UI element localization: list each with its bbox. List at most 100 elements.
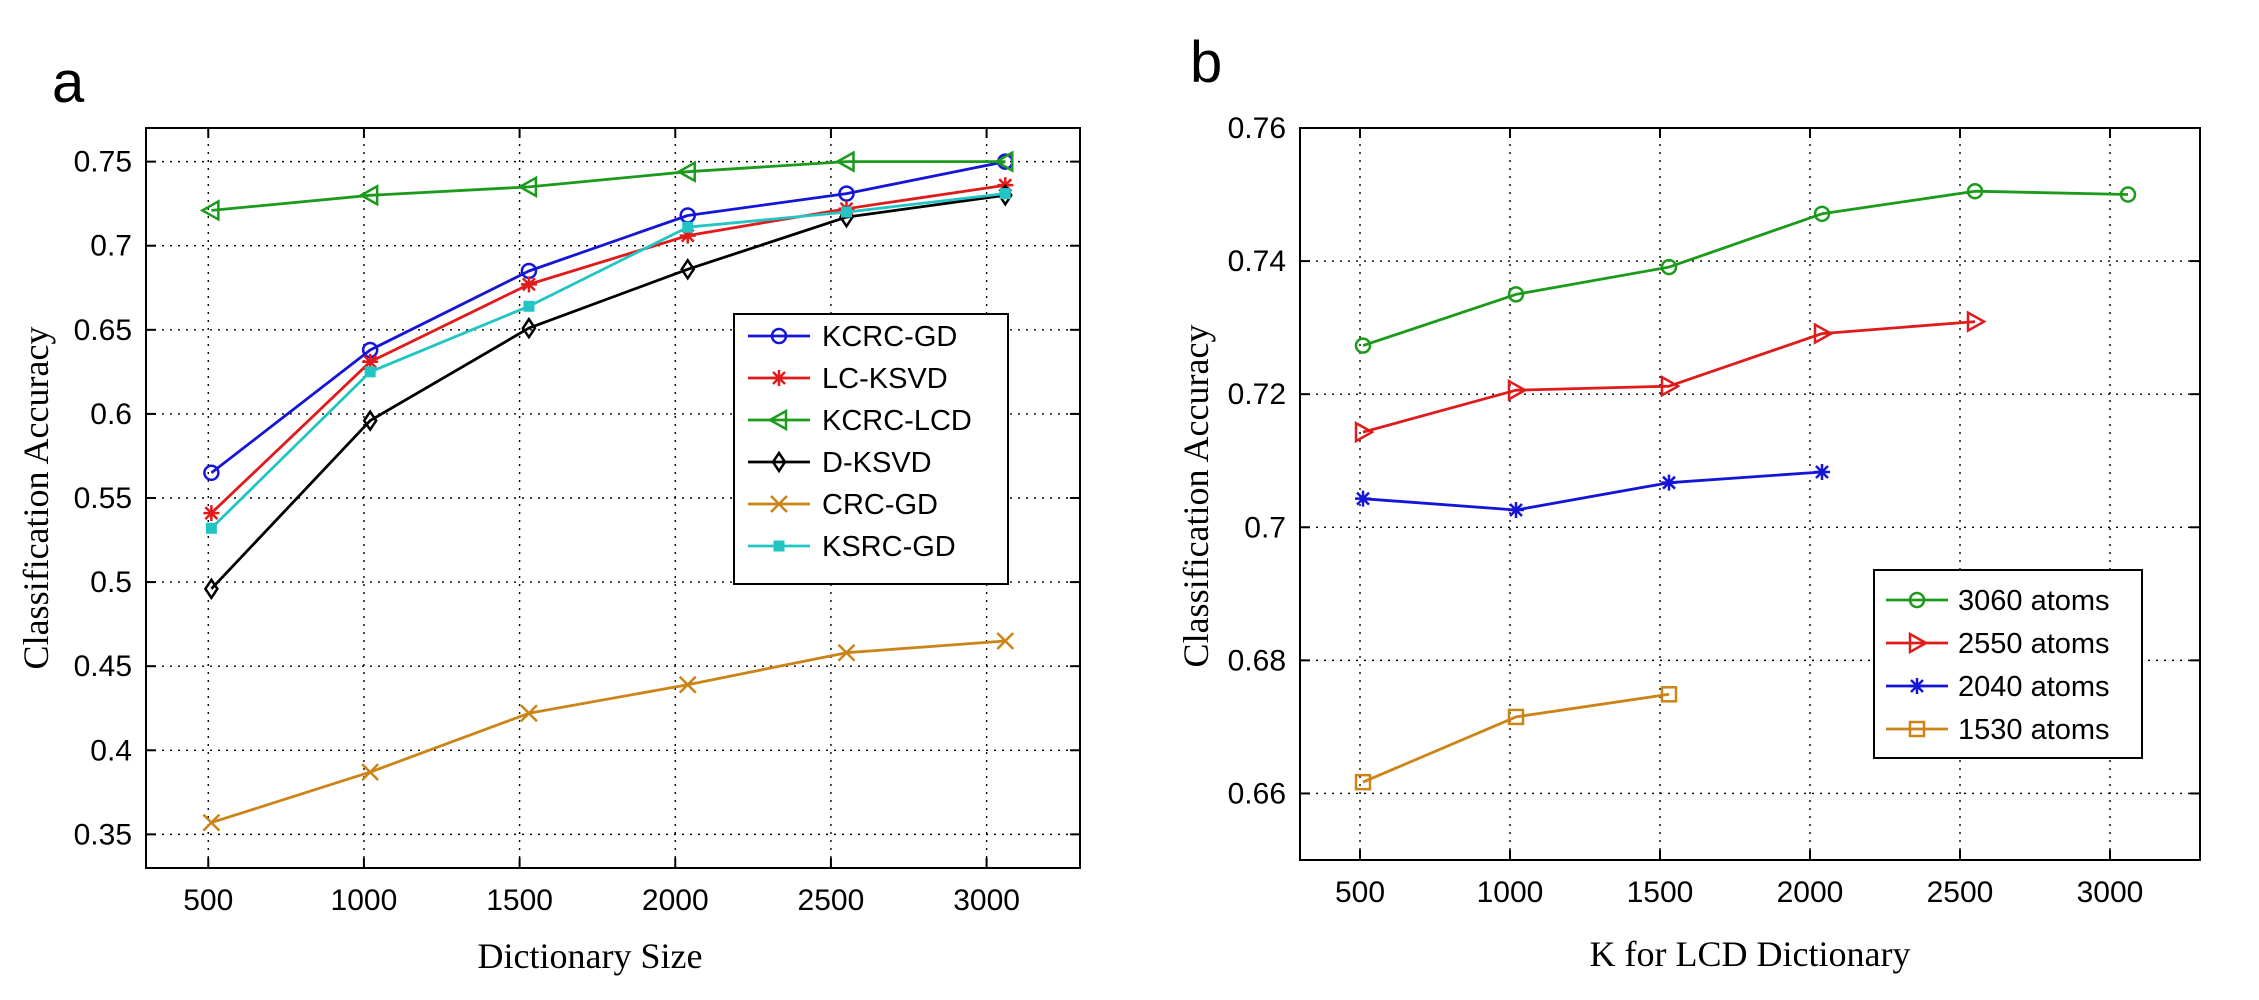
panel-b: b 500 1000 1500 2000 2500 3000 0.66 0.68 0.7 0.72… <box>1176 30 2201 974</box>
panel-b-legend-3060-atoms: 3060 atoms <box>1886 585 2110 617</box>
panel-b-series-3060-atoms-point <box>1813 205 1831 223</box>
panel-a-y-tick-label: 0.5 <box>90 566 132 599</box>
panel-b-legend-1530-atoms-label: 1530 atoms <box>1958 714 2110 746</box>
panel-b-series-1530-atoms-point <box>1660 686 1678 703</box>
panel-b-plot-frame <box>1299 127 2201 861</box>
panel-a-series-kcrc-lcd <box>199 150 1014 222</box>
panel-a-legend-kcrc-lcd-swatch-marker <box>767 408 788 432</box>
panel-a-series <box>199 150 1015 832</box>
panel-b-series-2550-atoms-line <box>1362 320 1976 434</box>
panel-b-legend-2040-atoms-label: 2040 atoms <box>1958 671 2110 703</box>
panel-a-series-d-ksvd-line <box>210 193 1006 590</box>
panel-a-series-kcrc-lcd-point <box>676 160 696 183</box>
panel-b-x-tick-label: 2500 <box>1927 876 1994 909</box>
panel-a-legend-d-ksvd: D-KSVD <box>748 447 932 479</box>
panel-b-series-2040-atoms-line <box>1362 470 1823 512</box>
panel-b-legend-2040-atoms: 2040 atoms <box>1886 671 2110 703</box>
panel-b-y-tick-label: 0.7 <box>1244 511 1286 544</box>
panel-b-label: b <box>1190 30 1222 95</box>
panel-a-x-axis-title: Dictionary Size <box>478 936 703 976</box>
panel-a-series-ksrc-gd-point <box>523 300 535 312</box>
panel-b-series-2550-atoms-point <box>1966 310 1987 333</box>
panel-b-series-2550-atoms-point <box>1507 379 1528 402</box>
panel-a-series-kcrc-lcd-point <box>517 175 538 199</box>
panel-b-x-tick-label: 1000 <box>1477 876 1544 909</box>
panel-b-x-tick-label: 1500 <box>1627 876 1694 909</box>
panel-a-x-tick-label: 1000 <box>331 884 398 917</box>
panel-a-legend-crc-gd-swatch-marker <box>770 495 788 513</box>
panel-b-series-2040-atoms-point <box>1355 490 1371 507</box>
panel-a: a 500 1000 1500 2000 2500 3000 0.35 0.4 0.45 0.5 0… <box>16 50 1081 976</box>
panel-a-series-crc-gd-point <box>202 813 221 832</box>
panel-a-ticks: 500 1000 1500 2000 2500 3000 0.35 0.4 0.45 0.5 0.5… <box>74 128 1080 917</box>
panel-a-series-kcrc-gd-point <box>203 464 220 482</box>
panel-a-series-crc-gd <box>202 632 1015 832</box>
panel-a-y-axis-title: Classification Accuracy <box>16 327 56 670</box>
panel-a-series-kcrc-lcd-point <box>993 150 1014 173</box>
panel-a-y-tick-label: 0.4 <box>90 734 132 767</box>
panel-b-legend-3060-atoms-label: 3060 atoms <box>1958 585 2110 617</box>
panel-b-legend-1530-atoms: 1530 atoms <box>1886 714 2110 746</box>
panel-b-y-tick-label: 0.74 <box>1228 245 1286 278</box>
panel-a-series-kcrc-lcd-point <box>834 150 855 173</box>
panel-a-legend-lc-ksvd-swatch-marker <box>771 370 787 386</box>
panel-b-x-axis-title: K for LCD Dictionary <box>1590 934 1911 974</box>
panel-a-legend-kcrc-lcd-label: KCRC-LCD <box>822 405 972 437</box>
panel-b-legend-2550-atoms: 2550 atoms <box>1886 628 2110 660</box>
panel-a-series-lc-ksvd-line <box>210 183 1006 515</box>
panel-a-y-tick-label: 0.55 <box>74 482 132 515</box>
panel-b-legend-2550-atoms-label: 2550 atoms <box>1958 628 2110 660</box>
panel-a-series-crc-gd-point <box>678 675 697 694</box>
panel-a-series-d-ksvd-point <box>362 409 378 432</box>
panel-a-y-tick-label: 0.75 <box>74 146 132 179</box>
panel-b-series-1530-atoms-line <box>1362 692 1670 784</box>
panel-b-series-3060-atoms-point <box>1966 182 1984 200</box>
panel-a-series-kcrc-gd-point <box>838 185 855 202</box>
panel-b-legend-2040-atoms-swatch-marker <box>1909 678 1925 694</box>
panel-a-legend-lc-ksvd: LC-KSVD <box>748 363 948 395</box>
panel-a-legend: KCRC-GD LC-KSVD KCRC-LCD D-KSVD CRC-GD KSRC-G… <box>733 313 1009 585</box>
panel-b-series-3060-atoms-point <box>1354 337 1372 354</box>
panel-a-series-kcrc-lcd-point <box>199 199 220 222</box>
panel-b-legend-3060-atoms-swatch-marker <box>1908 591 1926 609</box>
panel-a-y-tick-label: 0.7 <box>90 230 132 263</box>
panel-a-series-crc-gd-line <box>210 639 1006 824</box>
panel-a-legend-crc-gd-label: CRC-GD <box>822 489 938 521</box>
panel-a-x-tick-label: 500 <box>183 884 233 917</box>
panel-b-series-3060-atoms-point <box>2119 186 2137 203</box>
panel-b-y-tick-label: 0.72 <box>1228 378 1286 411</box>
panel-a-x-tick-label: 3000 <box>953 884 1020 917</box>
panel-b-series-3060-atoms-point <box>1660 258 1678 276</box>
panel-b-series-2550-atoms-point <box>1813 322 1834 345</box>
panel-b-x-tick-label: 2000 <box>1777 876 1844 909</box>
panel-b-x-tick-label: 3000 <box>2077 876 2144 909</box>
panel-a-series-ksrc-gd-point <box>841 206 852 218</box>
panel-b-ticks: 500 1000 1500 2000 2500 3000 0.66 0.68 0.7 0.72 0.… <box>1228 112 2200 909</box>
panel-a-series-lc-ksvd-point <box>362 353 379 370</box>
panel-b-x-tick-label: 500 <box>1335 876 1385 909</box>
panel-a-x-tick-label: 2500 <box>798 884 865 917</box>
panel-a-legend-crc-gd: CRC-GD <box>748 489 938 521</box>
panel-a-series-d-ksvd-point <box>203 577 219 601</box>
panel-a-series-kcrc-gd-line <box>210 160 1006 474</box>
panel-a-label: a <box>52 50 85 115</box>
panel-a-series-kcrc-lcd-point <box>358 184 379 207</box>
panel-a-series-crc-gd-point <box>361 763 380 782</box>
panel-b-series-1530-atoms-point <box>1507 708 1525 726</box>
panel-a-legend-kcrc-gd: KCRC-GD <box>748 321 957 353</box>
panel-b-series-2550-atoms <box>1354 310 1987 444</box>
panel-b-series-2550-atoms-point <box>1354 420 1375 444</box>
panel-b-series-2040-atoms <box>1355 464 1830 518</box>
panel-b-series <box>1354 182 2137 791</box>
panel-a-y-tick-label: 0.45 <box>74 650 132 683</box>
panel-a-y-tick-label: 0.35 <box>74 818 132 851</box>
panel-b-series-2040-atoms-point <box>1508 501 1524 518</box>
panel-a-series-ksrc-gd-line <box>210 192 1006 530</box>
panel-b-y-tick-label: 0.66 <box>1228 777 1286 810</box>
panel-a-series-crc-gd-point <box>837 643 856 662</box>
panel-b-series-1530-atoms-point <box>1354 773 1372 791</box>
panel-b-series-3060-atoms-line <box>1362 189 2129 347</box>
panel-b-series-3060-atoms <box>1354 182 2137 354</box>
panel-a-legend-ksrc-gd-label: KSRC-GD <box>822 531 956 563</box>
